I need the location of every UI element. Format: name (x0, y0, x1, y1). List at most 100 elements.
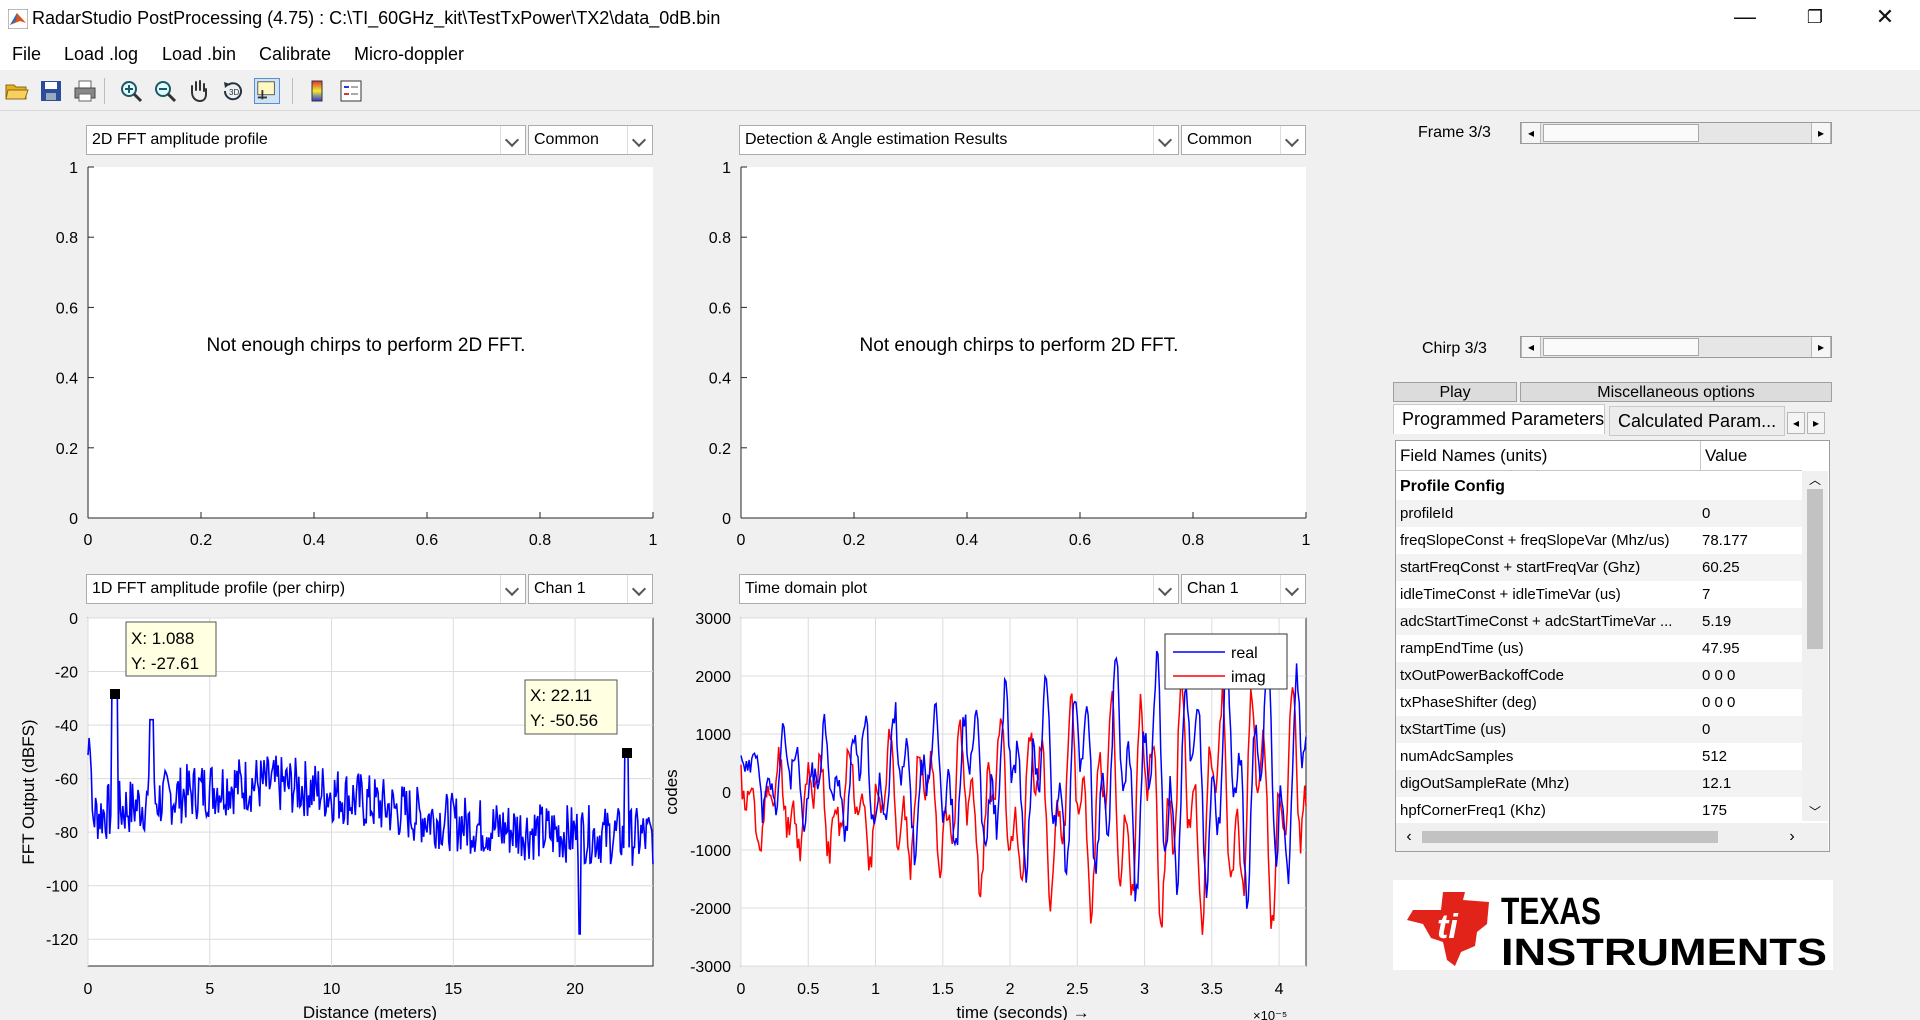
scroll-up-icon[interactable]: ︿ (1808, 473, 1821, 487)
plot3-channel-dropdown[interactable]: Chan 1 (528, 574, 653, 604)
slider-right-arrow-icon[interactable]: ▸ (1811, 337, 1831, 357)
y-tick-label: -2000 (690, 901, 731, 918)
close-button[interactable]: ✕ (1875, 4, 1895, 29)
plot4-channel-dropdown[interactable]: Chan 1 (1181, 574, 1306, 604)
restore-button[interactable]: ❐ (1806, 7, 1824, 27)
frame-slider[interactable]: ◂ ▸ (1520, 122, 1832, 144)
play-button[interactable]: Play (1393, 382, 1517, 402)
plot2-channel-dropdown[interactable]: Common (1181, 125, 1306, 155)
column-header-value[interactable]: Value (1700, 441, 1802, 471)
y-tick-label: 0.8 (56, 230, 78, 247)
zoom-out-icon[interactable] (152, 78, 178, 104)
slider-left-arrow-icon[interactable]: ◂ (1521, 337, 1541, 357)
tab-calculated-parameters[interactable]: Calculated Param... (1609, 406, 1785, 436)
plot4-legend[interactable]: real imag (1164, 633, 1288, 690)
chevron-down-icon (627, 575, 652, 603)
y-tick-label: 1 (69, 160, 78, 177)
y-tick-label: 3000 (695, 611, 731, 628)
menu-load-bin[interactable]: Load .bin (162, 44, 237, 64)
chirp-slider-thumb[interactable] (1543, 338, 1699, 356)
window-title: RadarStudio PostProcessing (4.75) : C:\T… (32, 8, 721, 28)
x-tick-label: 3 (1140, 981, 1149, 998)
menu-calibrate[interactable]: Calibrate (259, 44, 332, 64)
plot3-axes[interactable]: 0 -20 -40 -60 -80 -100 -120 0 5 10 15 20 Distance (… (0, 600, 670, 1020)
misc-options-button[interactable]: Miscellaneous options (1520, 382, 1832, 402)
table-row[interactable]: digOutSampleRate (Mhz) 12.1 (1396, 770, 1802, 797)
table-row[interactable]: adcStartTimeConst + adcStartTimeVar ... 5… (1396, 608, 1802, 635)
table-row[interactable]: txPhaseShifter (deg) 0 0 0 (1400, 694, 1736, 711)
y-tick-label: 2000 (695, 669, 731, 686)
plot2-type-dropdown[interactable]: Detection & Angle estimation Results (739, 125, 1179, 155)
menu-load-log[interactable]: Load .log (64, 44, 139, 64)
title-bar: RadarStudio PostProcessing (4.75) : C:\T… (0, 0, 1920, 38)
vertical-scroll-thumb[interactable] (1807, 489, 1823, 649)
chevron-down-icon (1280, 126, 1305, 154)
datatip-1[interactable]: X: 1.088 Y: -27.61 (125, 621, 217, 677)
menu-micro-doppler[interactable]: Micro-doppler (354, 44, 465, 64)
table-horizontal-scrollbar[interactable]: ‹ › (1396, 823, 1828, 851)
table-row[interactable]: idleTimeConst + idleTimeVar (us) 7 (1400, 586, 1711, 603)
y-tick-label: 1 (722, 160, 731, 177)
table-row[interactable]: numAdcSamples 512 (1400, 748, 1728, 765)
svg-text:ti: ti (1437, 908, 1459, 946)
colorbar-icon[interactable] (304, 78, 330, 104)
tab-programmed-parameters[interactable]: Programmed Parameters (1393, 404, 1605, 434)
x-tick-label: 2.5 (1066, 981, 1088, 998)
plot1-type-dropdown[interactable]: 2D FFT amplitude profile (86, 125, 526, 155)
scroll-right-icon[interactable]: › (1789, 828, 1795, 845)
tab-scroll-left-icon[interactable]: ◂ (1787, 412, 1805, 434)
table-row[interactable]: freqSlopeConst + freqSlopeVar (Mhz/us) 78… (1400, 532, 1748, 549)
plot3-ylabel: FFT Output (dBFS) (19, 719, 38, 864)
table-vertical-scrollbar[interactable]: ︿ ﹀ (1802, 471, 1828, 821)
y-tick-label: 0 (722, 511, 731, 528)
plot3-type-dropdown[interactable]: 1D FFT amplitude profile (per chirp) (86, 574, 526, 604)
column-header-field[interactable]: Field Names (units) (1396, 441, 1700, 471)
table-row[interactable]: Profile Config (1400, 478, 1505, 495)
table-row[interactable]: txStartTime (us) 0 (1396, 716, 1802, 743)
x-tick-label: 0 (84, 981, 93, 998)
open-folder-icon[interactable] (4, 78, 30, 104)
plot4-type-dropdown[interactable]: Time domain plot (739, 574, 1179, 604)
y-tick-label: 0.6 (709, 300, 731, 317)
print-icon[interactable] (72, 78, 98, 104)
tab-scroll-right-icon[interactable]: ▸ (1807, 412, 1825, 434)
slider-left-arrow-icon[interactable]: ◂ (1521, 123, 1541, 143)
datatip-marker[interactable] (110, 689, 120, 699)
x-tick-label: 1 (649, 532, 658, 549)
x-tick-label: 10 (323, 981, 341, 998)
table-row[interactable]: hpfCornerFreq1 (Khz) 175 (1400, 802, 1728, 819)
legend-icon[interactable] (338, 78, 364, 104)
table-row[interactable]: rampEndTime (us) 47.95 (1400, 640, 1740, 657)
table-row[interactable]: txOutPowerBackoffCode 0 0 0 (1396, 662, 1802, 689)
frame-slider-thumb[interactable] (1543, 124, 1699, 142)
chevron-down-icon (627, 126, 652, 154)
parameters-table[interactable]: Field Names (units) Value Profile Config… (1395, 440, 1830, 852)
chevron-down-icon (500, 126, 525, 154)
x-tick-label: 2 (1006, 981, 1015, 998)
chirp-label: Chirp 3/3 (1422, 340, 1487, 357)
table-row[interactable]: profileId 0 (1396, 500, 1802, 527)
scroll-down-icon[interactable]: ﹀ (1808, 805, 1821, 819)
datatip-2[interactable]: X: 22.11 Y: -50.56 (524, 679, 618, 735)
pan-hand-icon[interactable] (186, 78, 212, 104)
x-tick-label: 0.5 (797, 981, 819, 998)
data-cursor-icon[interactable] (254, 78, 280, 104)
plot1-channel-dropdown[interactable]: Common (528, 125, 653, 155)
horizontal-scroll-thumb[interactable] (1422, 831, 1718, 843)
zoom-in-icon[interactable] (118, 78, 144, 104)
datatip-marker[interactable] (622, 748, 632, 758)
chevron-down-icon (500, 575, 525, 603)
save-icon[interactable] (38, 78, 64, 104)
rotate-3d-icon[interactable]: 3D (220, 78, 246, 104)
table-row[interactable]: startFreqConst + startFreqVar (Ghz) 60.25 (1396, 554, 1802, 581)
y-tick-label: 0 (69, 511, 78, 528)
plot4-axes[interactable]: 3000 2000 1000 0 -1000 -2000 -3000 0 0.5 1 1.5 2 2.5… (653, 600, 1323, 1020)
minimize-button[interactable]: — (1734, 4, 1756, 29)
plot1-axes[interactable]: 1 0.8 0.6 0.4 0.2 00 0.2 0.4 0.6 0.8 1 Not enough … (0, 155, 670, 560)
menu-file[interactable]: File (12, 44, 42, 64)
x-tick-label: 20 (566, 981, 584, 998)
slider-right-arrow-icon[interactable]: ▸ (1811, 123, 1831, 143)
chirp-slider[interactable]: ◂ ▸ (1520, 336, 1832, 358)
scroll-left-icon[interactable]: ‹ (1406, 828, 1412, 845)
plot2-axes[interactable]: 1 0.8 0.6 0.4 0.2 00 0.2 0.4 0.6 0.8 1 Not enough … (653, 155, 1323, 560)
